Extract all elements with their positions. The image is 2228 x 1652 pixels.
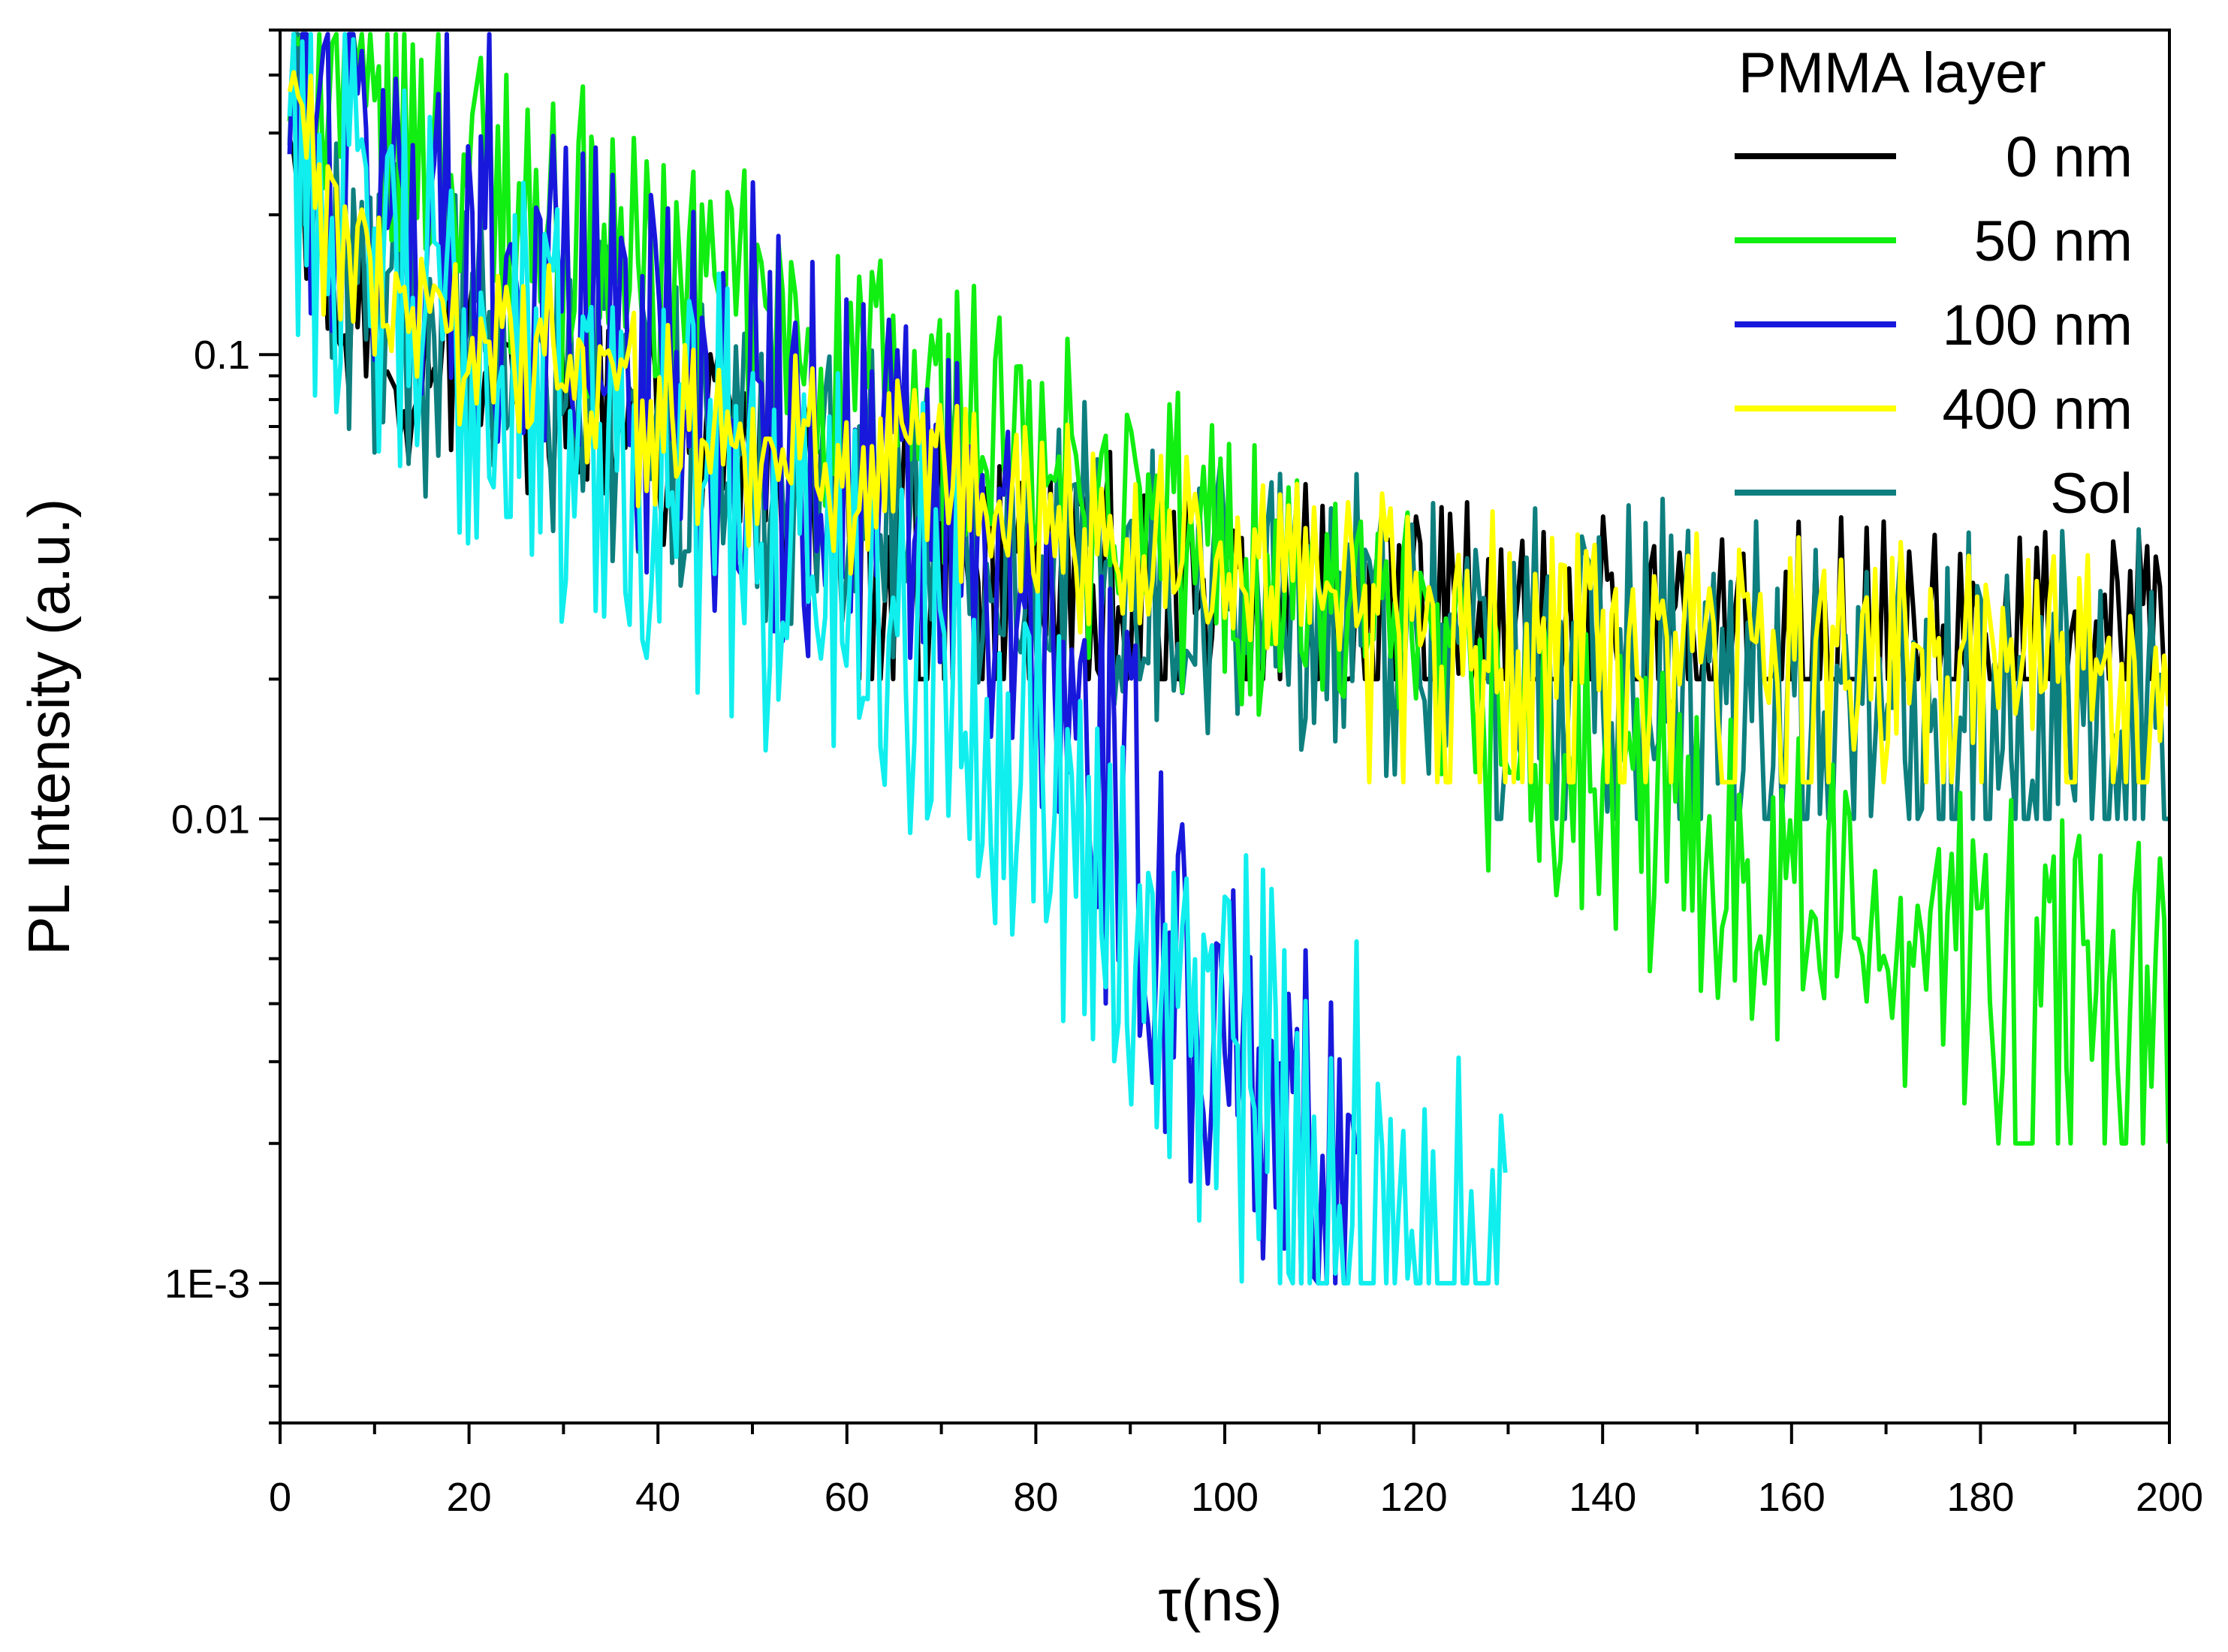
legend-label: 400 nm [1943, 378, 2133, 442]
y-axis-title: PL Intensity (a.u.) [16, 499, 82, 955]
series-line-2 [287, 32, 2171, 1146]
x-tick-label: 120 [1380, 1475, 1448, 1520]
x-axis-title: τ(ns) [1158, 1567, 1282, 1633]
x-tick-label: 140 [1569, 1475, 1636, 1520]
legend-label: 100 nm [1943, 294, 2133, 357]
x-tick-label: 20 [447, 1475, 492, 1520]
x-tick-label: 80 [1013, 1475, 1058, 1520]
x-tick-label: 100 [1191, 1475, 1259, 1520]
legend-label: Sol [2050, 462, 2133, 526]
y-tick-label: 0.01 [171, 797, 250, 843]
x-tick-label: 40 [635, 1475, 680, 1520]
y-tick-label: 0.1 [194, 333, 250, 378]
x-tick-label: 0 [269, 1475, 291, 1520]
series-line-5 [287, 70, 2171, 785]
x-tick-label: 60 [825, 1475, 870, 1520]
x-axis: 0 20 40 60 80 100 120 140 160 180 200 [269, 1423, 2203, 1520]
x-tick-label: 160 [1758, 1475, 1826, 1520]
x-tick-label: 180 [1946, 1475, 2014, 1520]
legend-label: 50 nm [1974, 210, 2133, 273]
legend-label: 0 nm [2006, 125, 2133, 189]
legend: PMMA layer 0 nm 50 nm 100 nm 400 nm Sol [1735, 41, 2133, 526]
series-line-4 [287, 32, 1508, 1286]
y-axis: 1E-3 0.01 0.1 [164, 29, 280, 1424]
x-tick-label: 200 [2136, 1475, 2203, 1520]
legend-title: PMMA layer [1738, 41, 2046, 105]
series-layer [287, 32, 2171, 1286]
y-tick-label: 1E-3 [164, 1262, 250, 1307]
series-line-3 [287, 32, 1359, 1286]
